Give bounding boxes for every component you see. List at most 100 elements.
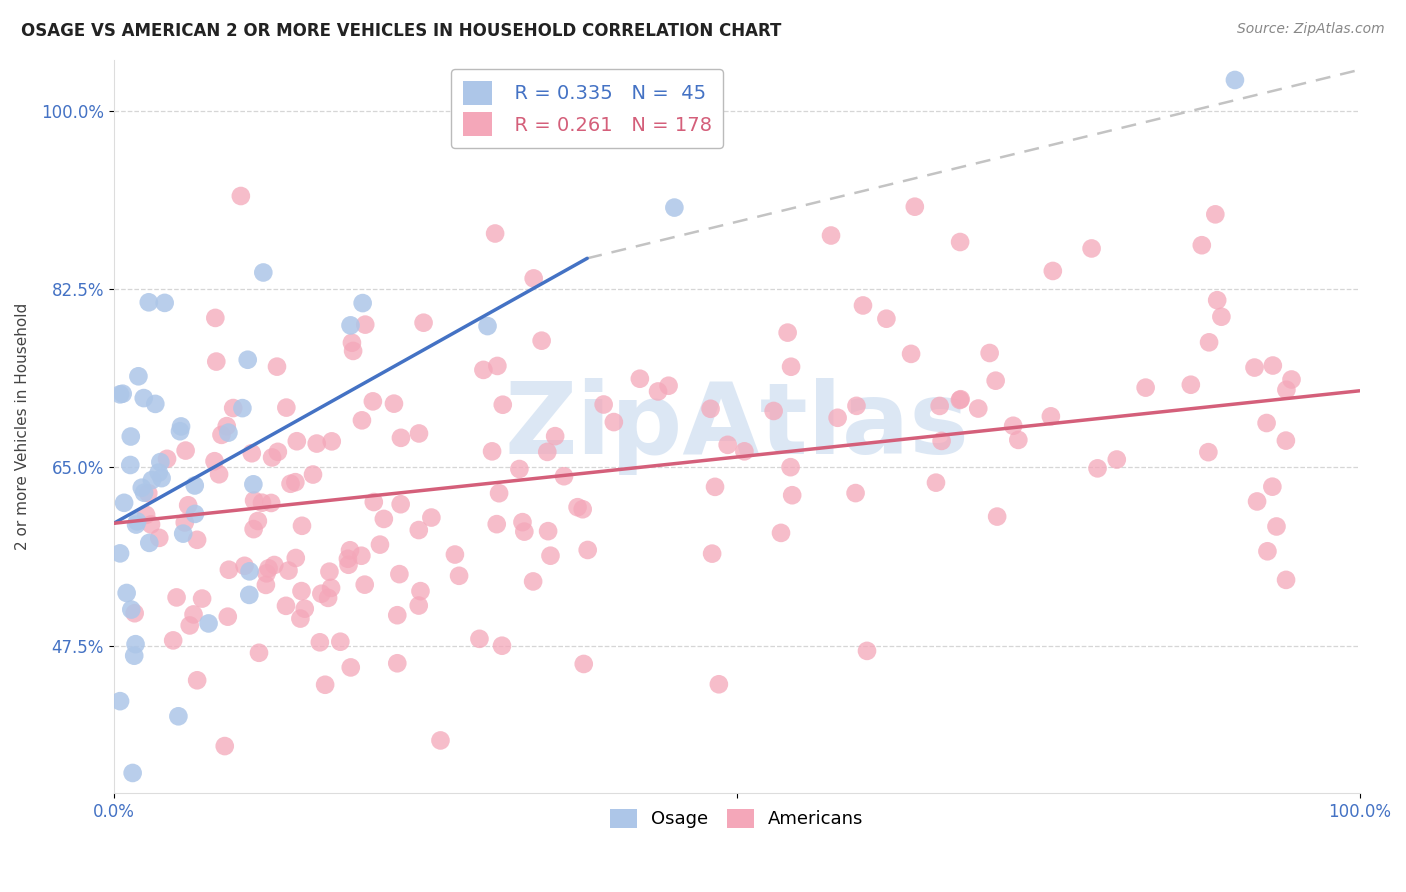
- Point: [967, 401, 990, 416]
- Point: [121, 766, 143, 780]
- Point: [354, 318, 377, 332]
- Point: [1042, 264, 1064, 278]
- Point: [707, 677, 730, 691]
- Point: [904, 200, 927, 214]
- Point: [266, 359, 288, 374]
- Point: [472, 363, 495, 377]
- Point: [486, 359, 509, 373]
- Y-axis label: 2 or more Vehicles in Household: 2 or more Vehicles in Household: [15, 303, 30, 550]
- Point: [173, 516, 195, 530]
- Point: [252, 265, 274, 279]
- Point: [389, 497, 412, 511]
- Point: [197, 616, 219, 631]
- Point: [468, 632, 491, 646]
- Point: [780, 359, 803, 374]
- Point: [699, 401, 721, 416]
- Point: [222, 401, 245, 415]
- Point: [852, 298, 875, 312]
- Text: ZipAtlas: ZipAtlas: [505, 378, 969, 475]
- Point: [567, 500, 589, 515]
- Point: [238, 588, 260, 602]
- Point: [481, 444, 503, 458]
- Point: [172, 526, 194, 541]
- Point: [218, 563, 240, 577]
- Point: [537, 524, 560, 538]
- Point: [339, 543, 361, 558]
- Point: [449, 569, 471, 583]
- Point: [125, 517, 148, 532]
- Point: [900, 347, 922, 361]
- Text: OSAGE VS AMERICAN 2 OR MORE VEHICLES IN HOUSEHOLD CORRELATION CHART: OSAGE VS AMERICAN 2 OR MORE VEHICLES IN …: [21, 22, 782, 40]
- Point: [174, 443, 197, 458]
- Legend: Osage, Americans: Osage, Americans: [603, 802, 870, 836]
- Point: [1243, 360, 1265, 375]
- Point: [1135, 381, 1157, 395]
- Point: [1180, 377, 1202, 392]
- Point: [314, 678, 336, 692]
- Point: [409, 584, 432, 599]
- Point: [127, 369, 149, 384]
- Point: [238, 565, 260, 579]
- Point: [169, 424, 191, 438]
- Point: [243, 493, 266, 508]
- Point: [780, 488, 803, 502]
- Point: [166, 591, 188, 605]
- Point: [337, 558, 360, 572]
- Point: [276, 401, 298, 415]
- Point: [949, 235, 972, 249]
- Point: [305, 436, 328, 450]
- Point: [408, 599, 430, 613]
- Point: [1256, 416, 1278, 430]
- Point: [191, 591, 214, 606]
- Point: [827, 410, 849, 425]
- Point: [263, 558, 285, 572]
- Point: [156, 451, 179, 466]
- Point: [485, 517, 508, 532]
- Point: [628, 372, 651, 386]
- Point: [1204, 207, 1226, 221]
- Point: [845, 486, 868, 500]
- Point: [186, 533, 208, 547]
- Point: [382, 397, 405, 411]
- Point: [138, 295, 160, 310]
- Point: [127, 515, 149, 529]
- Point: [120, 602, 142, 616]
- Point: [316, 591, 339, 605]
- Point: [148, 531, 170, 545]
- Point: [247, 646, 270, 660]
- Point: [664, 201, 686, 215]
- Point: [928, 399, 950, 413]
- Point: [1265, 519, 1288, 533]
- Point: [484, 227, 506, 241]
- Point: [1002, 418, 1025, 433]
- Point: [1206, 293, 1229, 308]
- Point: [523, 271, 546, 285]
- Point: [856, 644, 879, 658]
- Point: [368, 538, 391, 552]
- Point: [177, 498, 200, 512]
- Point: [336, 551, 359, 566]
- Point: [513, 524, 536, 539]
- Point: [211, 428, 233, 442]
- Point: [1105, 452, 1128, 467]
- Point: [544, 429, 567, 443]
- Point: [236, 352, 259, 367]
- Point: [429, 733, 451, 747]
- Point: [131, 481, 153, 495]
- Point: [162, 633, 184, 648]
- Point: [215, 419, 238, 434]
- Point: [339, 318, 361, 333]
- Point: [139, 517, 162, 532]
- Point: [280, 476, 302, 491]
- Point: [284, 551, 307, 566]
- Point: [488, 486, 510, 500]
- Point: [540, 549, 562, 563]
- Point: [214, 739, 236, 753]
- Point: [170, 419, 193, 434]
- Point: [704, 480, 727, 494]
- Point: [260, 496, 283, 510]
- Point: [1223, 73, 1246, 87]
- Point: [762, 404, 785, 418]
- Point: [949, 392, 972, 407]
- Point: [274, 599, 297, 613]
